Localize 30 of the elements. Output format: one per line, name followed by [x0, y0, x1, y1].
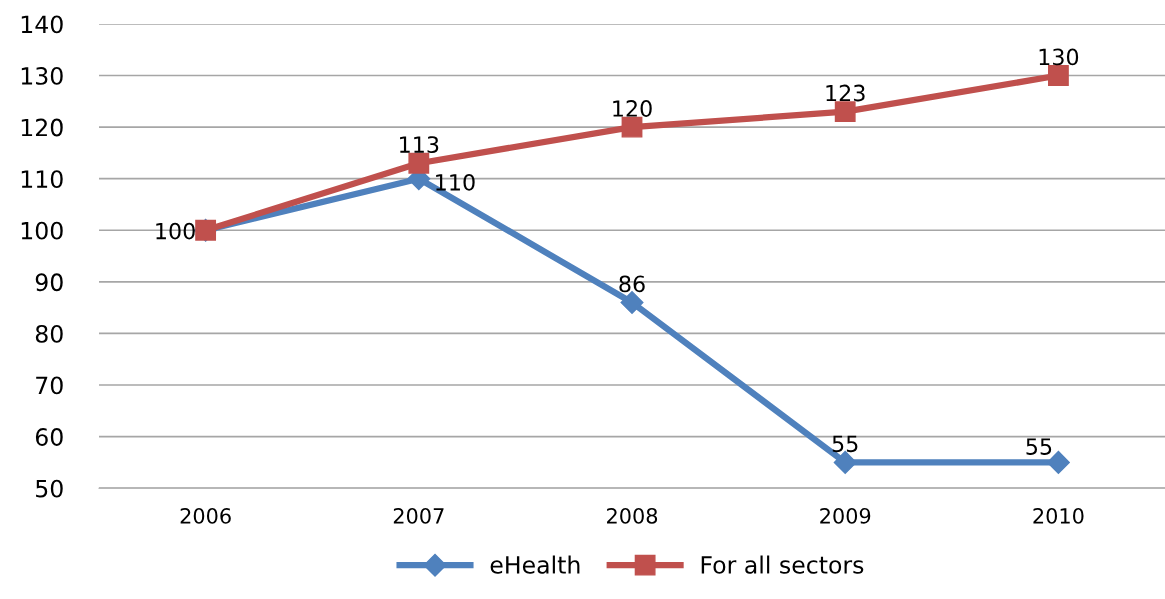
- data-label: 110: [436, 173, 475, 191]
- data-label: 55: [1026, 438, 1052, 455]
- y-tick-label: 130: [21, 66, 63, 85]
- data-label: 120: [613, 100, 652, 117]
- point: [834, 101, 856, 123]
- y-tick-label: 50: [36, 479, 63, 498]
- data-label: 86: [619, 275, 645, 293]
- x-tick-label: 2008: [607, 508, 658, 524]
- point: [621, 116, 643, 138]
- point: [408, 152, 430, 174]
- y-tick-label: 120: [21, 118, 63, 137]
- x-tick-label: 2010: [1033, 508, 1084, 524]
- data-label: 130: [1039, 48, 1079, 66]
- data-label: 123: [826, 84, 865, 102]
- legend-label: eHealth: [490, 555, 580, 574]
- data-label: 113: [400, 136, 439, 154]
- y-tick-label: 80: [35, 324, 63, 343]
- y-tick-label: 140: [21, 15, 63, 34]
- y-tick-label: 60: [35, 428, 63, 446]
- point: [1047, 65, 1069, 86]
- x-tick-label: 2009: [820, 508, 871, 524]
- x-tick-label: 2007: [393, 508, 444, 524]
- y-tick-label: 110: [21, 170, 63, 189]
- y-tick-label: 90: [35, 273, 63, 292]
- y-tick-label: 100: [21, 221, 63, 240]
- data-label: 100: [156, 222, 195, 240]
- x-tick-label: 2006: [180, 508, 231, 524]
- legend-label: For all sectors: [701, 555, 864, 574]
- y-tick-label: 70: [36, 376, 63, 395]
- data-label: 55: [832, 435, 858, 453]
